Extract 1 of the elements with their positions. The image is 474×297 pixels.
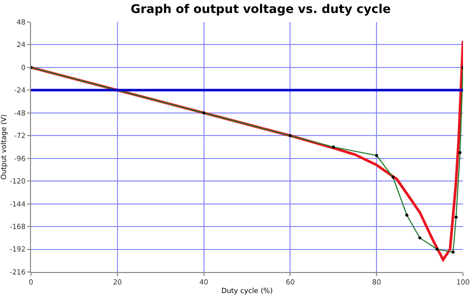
chart-title: Graph of output voltage vs. duty cycle — [130, 2, 391, 16]
